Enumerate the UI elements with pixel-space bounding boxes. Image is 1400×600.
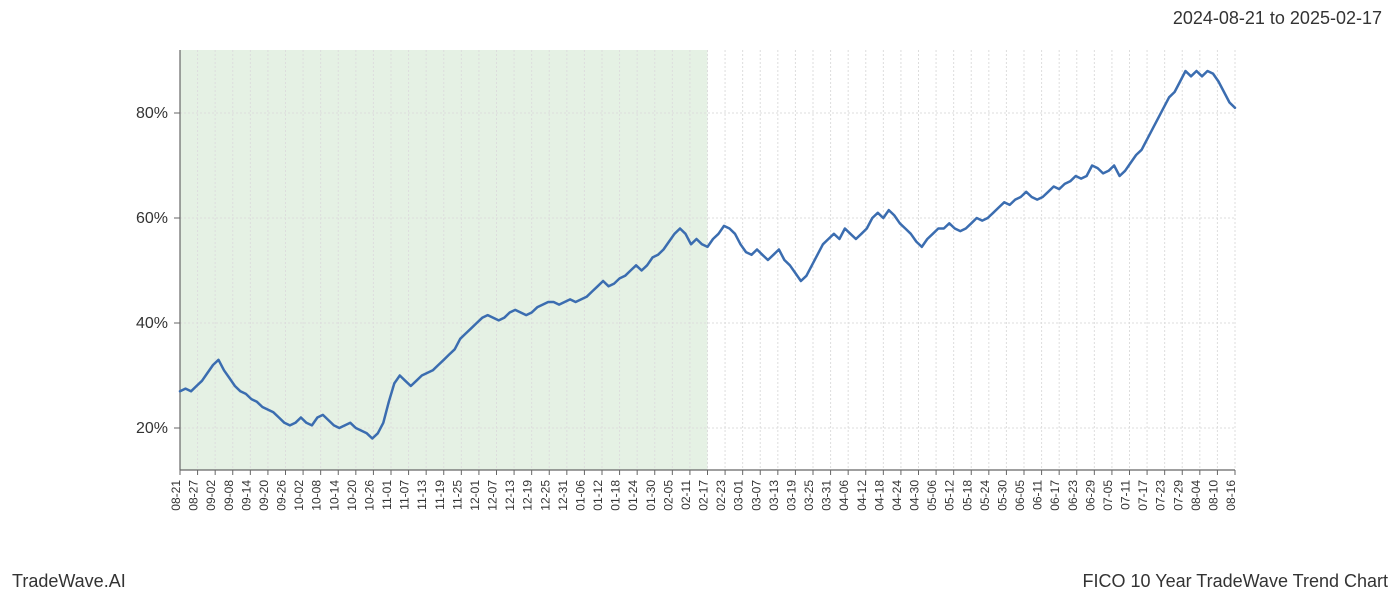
svg-text:04-18: 04-18 <box>872 480 886 511</box>
svg-text:02-11: 02-11 <box>679 480 693 510</box>
svg-text:10-26: 10-26 <box>362 480 376 511</box>
svg-text:03-25: 03-25 <box>802 480 816 511</box>
svg-text:06-29: 06-29 <box>1083 480 1097 511</box>
svg-text:01-06: 01-06 <box>573 480 587 511</box>
svg-text:09-02: 09-02 <box>204 480 218 511</box>
svg-text:05-18: 05-18 <box>960 480 974 511</box>
svg-text:09-14: 09-14 <box>239 480 253 511</box>
svg-text:09-08: 09-08 <box>222 480 236 511</box>
svg-text:01-18: 01-18 <box>609 480 623 511</box>
svg-text:02-05: 02-05 <box>661 480 675 511</box>
svg-text:05-12: 05-12 <box>943 480 957 511</box>
svg-text:06-05: 06-05 <box>1013 480 1027 511</box>
svg-text:11-13: 11-13 <box>415 480 429 510</box>
svg-text:12-19: 12-19 <box>521 480 535 511</box>
svg-text:05-30: 05-30 <box>995 480 1009 511</box>
svg-text:06-11: 06-11 <box>1031 480 1045 510</box>
date-range-label: 2024-08-21 to 2025-02-17 <box>1173 8 1382 29</box>
svg-text:12-13: 12-13 <box>503 480 517 511</box>
svg-text:11-01: 11-01 <box>380 480 394 510</box>
svg-text:01-24: 01-24 <box>626 480 640 511</box>
svg-text:03-01: 03-01 <box>732 480 746 511</box>
svg-text:03-31: 03-31 <box>820 480 834 511</box>
svg-text:03-13: 03-13 <box>767 480 781 511</box>
svg-text:07-17: 07-17 <box>1136 480 1150 511</box>
svg-text:05-06: 05-06 <box>925 480 939 511</box>
svg-text:04-24: 04-24 <box>890 480 904 511</box>
svg-text:04-12: 04-12 <box>855 480 869 511</box>
svg-text:08-21: 08-21 <box>169 480 183 511</box>
svg-text:09-26: 09-26 <box>275 480 289 511</box>
svg-text:10-20: 10-20 <box>345 480 359 511</box>
svg-text:02-23: 02-23 <box>714 480 728 511</box>
svg-text:60%: 60% <box>136 210 168 227</box>
svg-text:12-31: 12-31 <box>556 480 570 511</box>
svg-text:03-19: 03-19 <box>784 480 798 511</box>
svg-text:12-07: 12-07 <box>486 480 500 511</box>
svg-text:10-14: 10-14 <box>327 480 341 511</box>
svg-text:10-02: 10-02 <box>292 480 306 511</box>
svg-text:20%: 20% <box>136 420 168 437</box>
svg-text:09-20: 09-20 <box>257 480 271 511</box>
svg-text:80%: 80% <box>136 105 168 122</box>
svg-text:05-24: 05-24 <box>978 480 992 511</box>
svg-text:12-25: 12-25 <box>538 480 552 511</box>
brand-label: TradeWave.AI <box>12 571 126 592</box>
svg-text:07-23: 07-23 <box>1154 480 1168 511</box>
svg-text:10-08: 10-08 <box>310 480 324 511</box>
svg-text:07-29: 07-29 <box>1171 480 1185 511</box>
svg-text:03-07: 03-07 <box>749 480 763 511</box>
svg-text:08-04: 08-04 <box>1189 480 1203 511</box>
svg-text:08-27: 08-27 <box>187 480 201 511</box>
svg-text:08-16: 08-16 <box>1224 480 1238 511</box>
svg-text:06-23: 06-23 <box>1066 480 1080 511</box>
svg-text:06-17: 06-17 <box>1048 480 1062 511</box>
svg-text:07-05: 07-05 <box>1101 480 1115 511</box>
svg-text:40%: 40% <box>136 315 168 332</box>
svg-text:01-12: 01-12 <box>591 480 605 511</box>
svg-text:07-11: 07-11 <box>1119 480 1133 510</box>
chart-title: FICO 10 Year TradeWave Trend Chart <box>1083 571 1388 592</box>
svg-text:08-10: 08-10 <box>1206 480 1220 511</box>
svg-text:04-06: 04-06 <box>837 480 851 511</box>
svg-text:12-01: 12-01 <box>468 480 482 511</box>
svg-text:02-17: 02-17 <box>697 480 711 511</box>
svg-text:01-30: 01-30 <box>644 480 658 511</box>
svg-text:11-19: 11-19 <box>433 480 447 510</box>
svg-text:11-25: 11-25 <box>450 480 464 510</box>
trend-chart: 20% 40% 60% 80% 08-21 08-2709-02 09-0809-14 09-… <box>20 40 1370 540</box>
svg-text:11-07: 11-07 <box>398 480 412 510</box>
svg-text:04-30: 04-30 <box>908 480 922 511</box>
